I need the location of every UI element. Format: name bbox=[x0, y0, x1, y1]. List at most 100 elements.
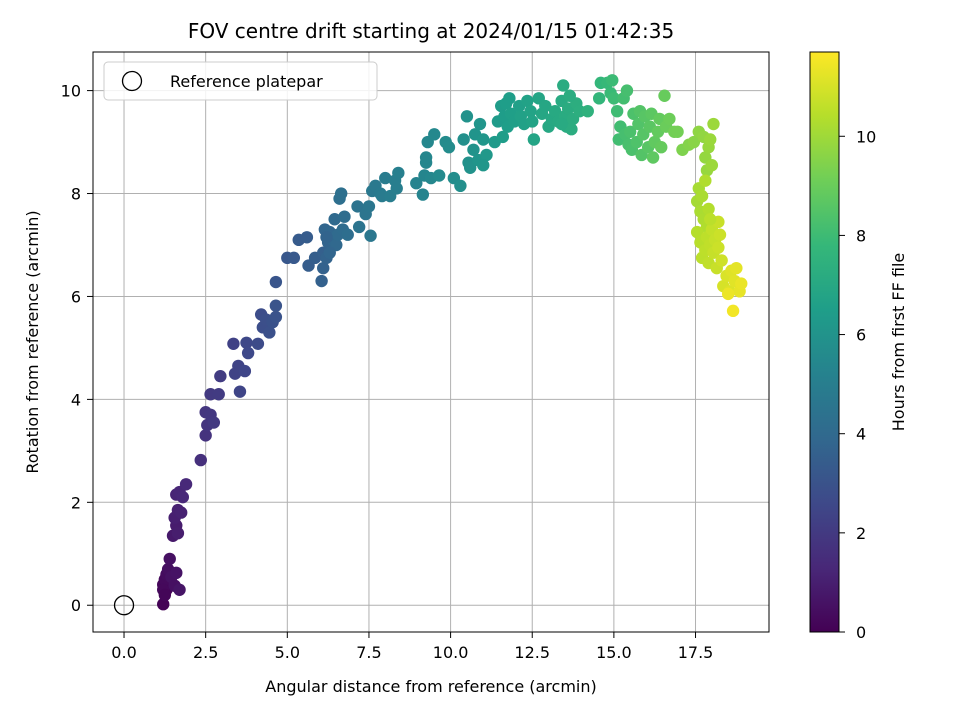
scatter-point bbox=[735, 277, 748, 290]
scatter-point bbox=[432, 169, 446, 182]
scatter-point bbox=[658, 89, 671, 102]
scatter-point bbox=[227, 337, 240, 350]
scatter-point bbox=[171, 526, 185, 540]
colorbar bbox=[809, 51, 840, 633]
scatter-point bbox=[170, 566, 183, 580]
scatter-point bbox=[499, 97, 513, 110]
x-tick-label: 5.0 bbox=[275, 643, 300, 662]
scatter-point bbox=[704, 133, 717, 146]
x-ticks: 0.0 2.5 5.0 7.5 10.0 12.5 15.0 17.5 bbox=[111, 632, 713, 662]
scatter-point bbox=[419, 151, 433, 164]
scatter-point bbox=[212, 388, 225, 401]
legend-label: Reference platepar bbox=[170, 72, 323, 91]
legend-open-circle-marker bbox=[121, 70, 143, 92]
scatter-point bbox=[477, 159, 490, 172]
scatter-point bbox=[702, 202, 715, 216]
scatter-point bbox=[699, 174, 712, 187]
scatter-point bbox=[463, 161, 477, 174]
scatter-point bbox=[317, 261, 330, 275]
x-tick-label: 0.0 bbox=[111, 643, 136, 662]
scatter-point bbox=[712, 241, 725, 254]
scatter-point bbox=[563, 89, 576, 102]
scatter-point bbox=[334, 187, 348, 200]
scatter-point bbox=[323, 246, 336, 259]
x-tick-label: 10.0 bbox=[433, 643, 469, 662]
scatter-point bbox=[390, 182, 403, 195]
y-axis-label: Rotation from reference (arcmin) bbox=[23, 210, 42, 473]
scatter-point bbox=[173, 583, 186, 596]
scatter-point bbox=[477, 133, 490, 146]
reference-platepar-marker bbox=[113, 595, 135, 616]
colorbar-tick-label: 4 bbox=[856, 425, 866, 444]
scatter-point bbox=[269, 310, 283, 324]
reference-marker-layer bbox=[113, 595, 135, 616]
scatter-point bbox=[352, 220, 366, 234]
scatter-point bbox=[251, 337, 265, 350]
scatter-point bbox=[663, 112, 676, 126]
scatter-point bbox=[364, 229, 377, 242]
x-axis-label: Angular distance from reference (arcmin) bbox=[265, 677, 596, 696]
y-tick-label: 0 bbox=[71, 596, 81, 615]
x-tick-label: 17.5 bbox=[678, 643, 714, 662]
scatter-point bbox=[526, 115, 539, 128]
scatter-point bbox=[179, 478, 193, 491]
colorbar-tick-label: 6 bbox=[856, 326, 866, 345]
scatter-point bbox=[695, 189, 709, 203]
scatter-point bbox=[467, 143, 480, 156]
scatter-point bbox=[241, 346, 255, 360]
colorbar-tick-label: 8 bbox=[856, 226, 866, 245]
scatter-point bbox=[726, 304, 740, 318]
scatter-point bbox=[555, 117, 568, 131]
scatter-point bbox=[707, 117, 720, 131]
scatter-point bbox=[592, 92, 606, 105]
scatter-point bbox=[338, 210, 351, 223]
y-tick-label: 8 bbox=[71, 185, 81, 204]
scatter-point bbox=[480, 148, 493, 162]
scatter-point bbox=[565, 123, 578, 136]
scatter-point bbox=[730, 261, 743, 275]
scatter-point bbox=[557, 79, 570, 92]
x-tick-label: 15.0 bbox=[596, 643, 632, 662]
scatter-point bbox=[521, 94, 534, 108]
scatter-point bbox=[157, 598, 170, 611]
colorbar-label: Hours from first FF file bbox=[889, 253, 908, 432]
scatter-point bbox=[721, 287, 735, 301]
scatter-point bbox=[214, 370, 227, 383]
scatter-point bbox=[238, 364, 252, 378]
scatter-point bbox=[416, 188, 430, 201]
scatter-point bbox=[646, 151, 660, 164]
scatter-point bbox=[207, 416, 221, 429]
scatter-point bbox=[454, 179, 467, 193]
scatter-point bbox=[496, 130, 510, 144]
colorbar-tick-label: 10 bbox=[856, 127, 876, 146]
scatter-point bbox=[163, 552, 176, 566]
scatter-point bbox=[269, 275, 283, 289]
y-tick-label: 4 bbox=[71, 390, 81, 409]
scatter-point bbox=[620, 84, 634, 97]
scatter-point bbox=[428, 128, 441, 141]
scatter-point bbox=[705, 159, 719, 172]
scatter-point bbox=[263, 326, 276, 339]
scatter-point bbox=[610, 104, 624, 118]
y-tick-label: 6 bbox=[71, 287, 81, 306]
scatter-point bbox=[233, 385, 247, 398]
scatter-point bbox=[379, 171, 392, 185]
scatter-point bbox=[287, 251, 301, 265]
x-tick-label: 12.5 bbox=[514, 643, 550, 662]
scatter-point bbox=[457, 133, 470, 146]
scatter-point bbox=[269, 299, 283, 312]
scatter-point bbox=[713, 228, 727, 241]
scatter-point bbox=[539, 99, 552, 113]
scatter-point bbox=[300, 231, 314, 244]
scatter-point bbox=[624, 125, 637, 138]
scatter-point bbox=[671, 125, 684, 138]
colorbar-tick-label: 2 bbox=[856, 524, 866, 543]
scatter-point bbox=[328, 213, 341, 226]
scatter-point bbox=[320, 231, 333, 244]
chart-title: FOV centre drift starting at 2024/01/15 … bbox=[188, 19, 674, 43]
data-points bbox=[157, 74, 748, 611]
scatter-point bbox=[199, 429, 212, 442]
x-tick-label: 2.5 bbox=[193, 643, 218, 662]
scatter-point bbox=[392, 166, 405, 180]
